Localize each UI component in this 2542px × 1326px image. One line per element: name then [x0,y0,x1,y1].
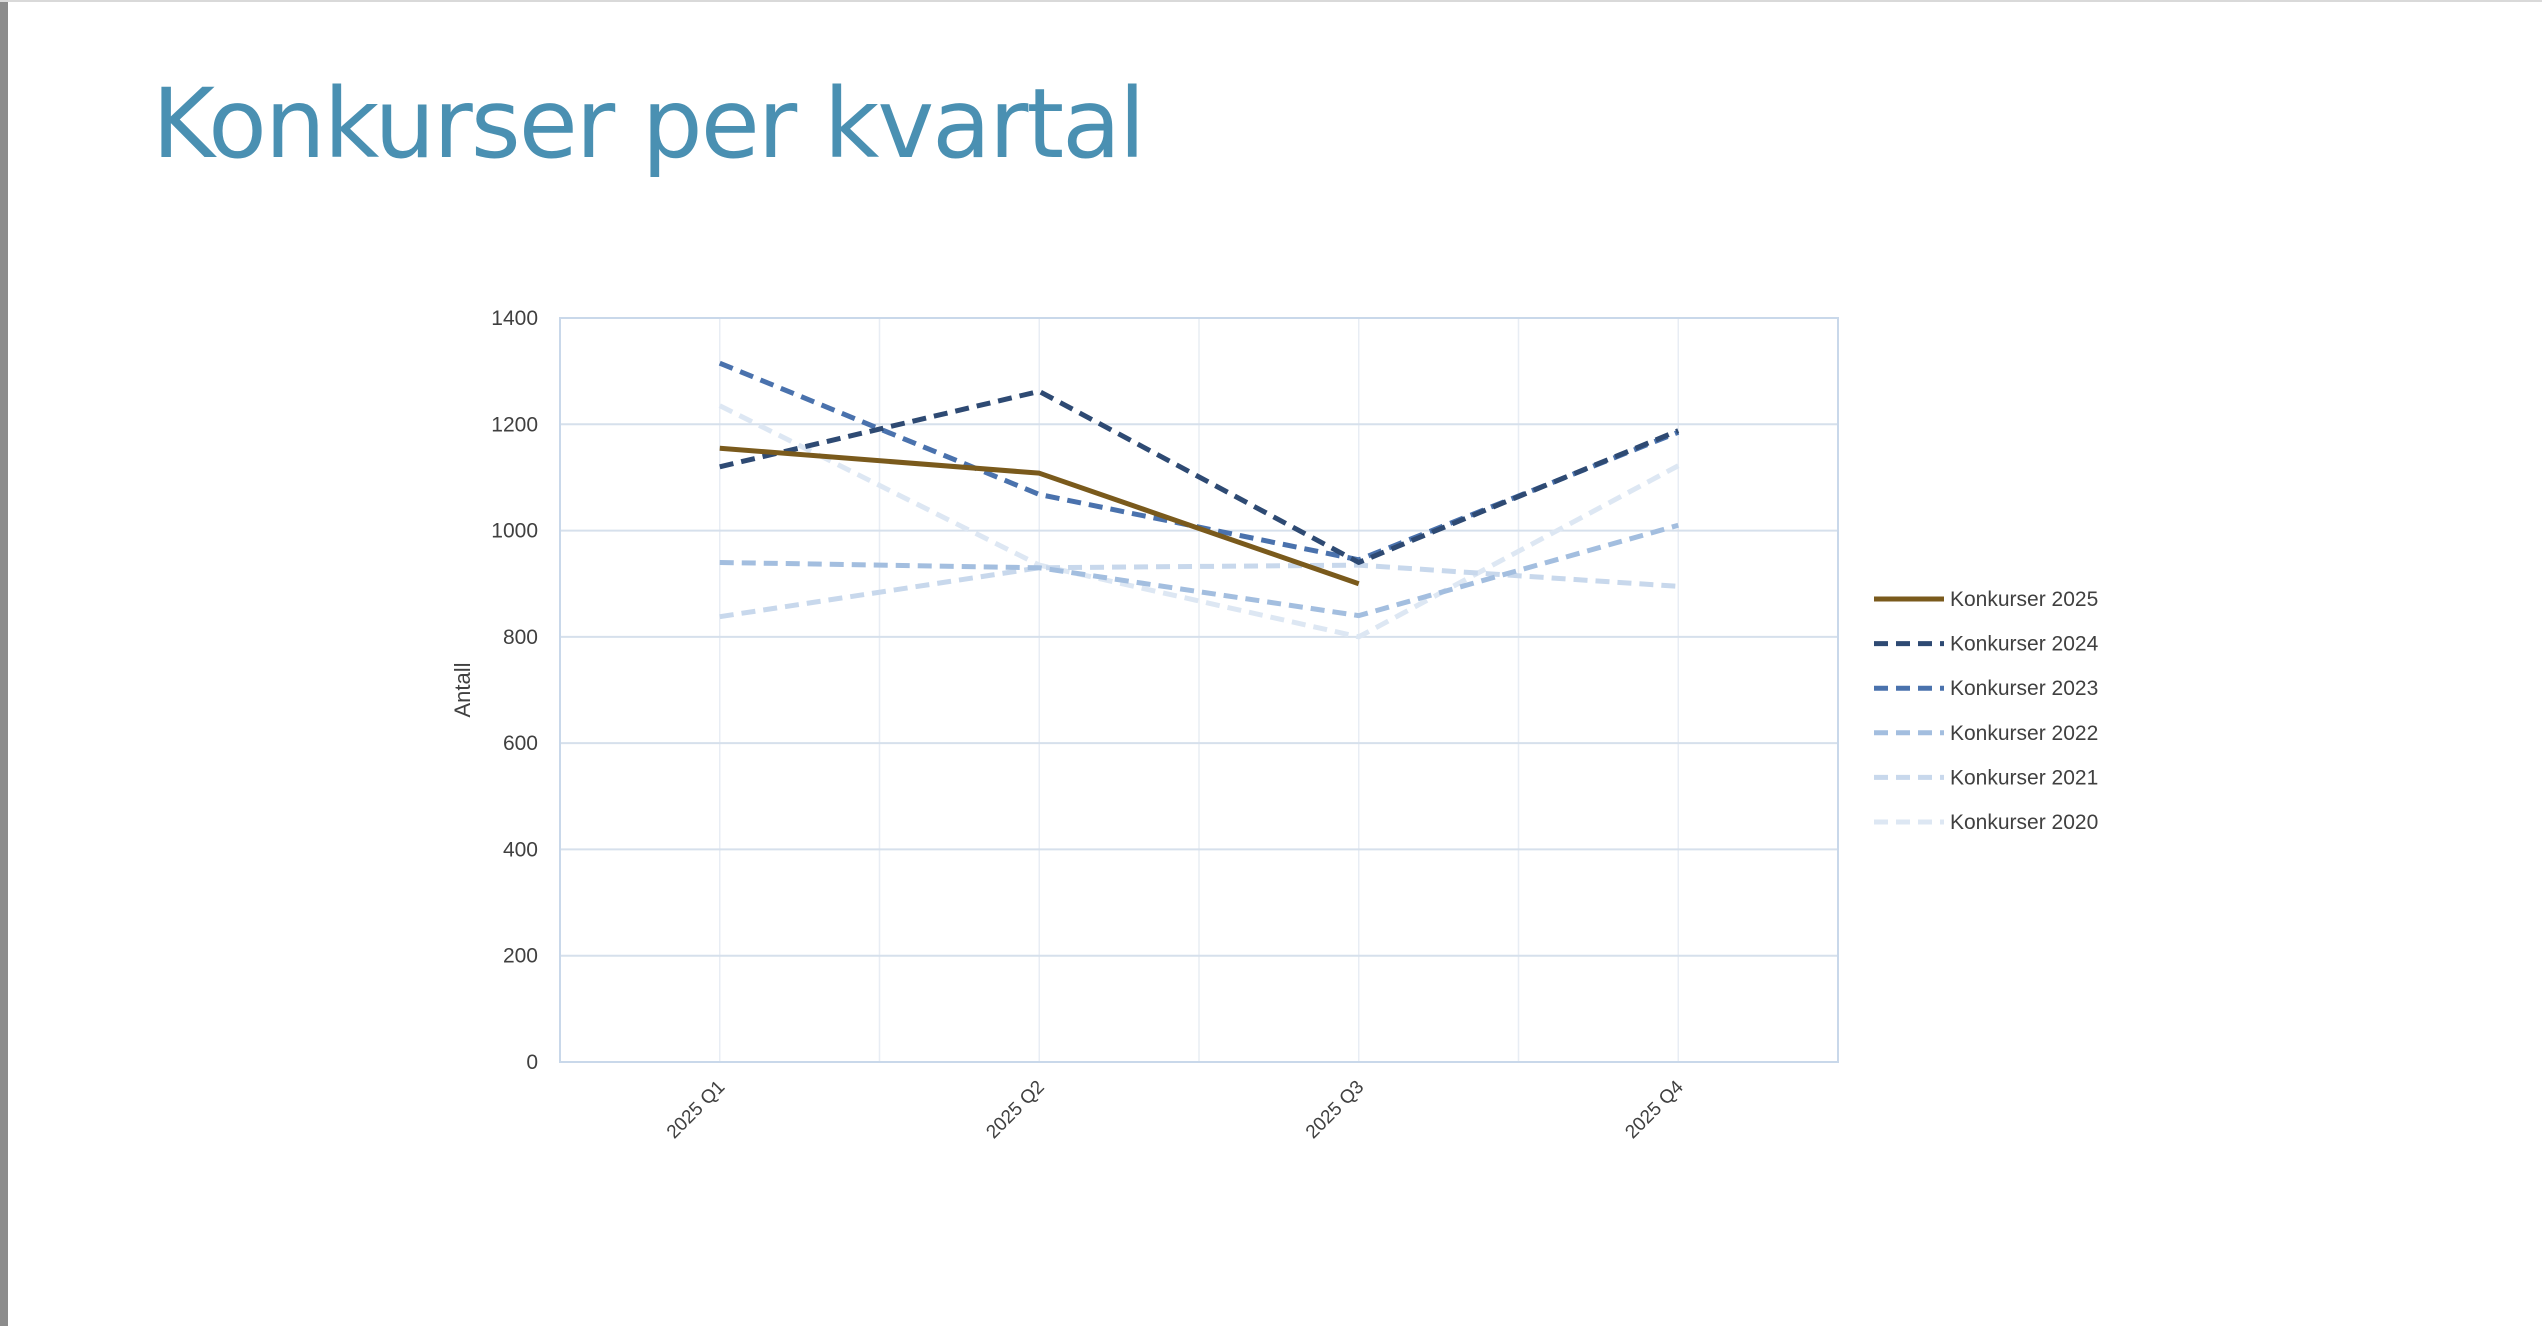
x-tick-label: 2025 Q4 [1621,1076,1688,1143]
y-tick-label: 1200 [491,413,538,436]
grid-layer [559,317,1839,1063]
y-tick-label: 400 [503,838,538,861]
legend-label: Konkurser 2022 [1950,722,2098,745]
y-tick-label: 0 [526,1051,538,1074]
plot-border [559,317,1839,1063]
legend-label: Konkurser 2021 [1950,766,2098,789]
y-tick-label: 1000 [491,520,538,543]
x-tick-label: 2025 Q1 [663,1077,729,1143]
x-tick-label: 2025 Q3 [1302,1077,1368,1143]
y-tick-label: 200 [503,945,538,968]
slide-top-border [0,0,2542,2]
legend-label: Konkurser 2020 [1950,811,2098,834]
y-tick-label: 1400 [491,307,538,330]
slide-title: Konkurser per kvartal [152,68,1146,180]
legend: Konkurser 2025 Konkurser 2024 Konkurser 20… [1874,588,2099,834]
y-tick-label: 800 [503,626,538,649]
legend-label: Konkurser 2024 [1950,633,2099,656]
series-line [718,403,1680,640]
window-edge [0,0,8,1326]
series-line [719,445,1360,587]
x-tick-label: 2025 Q2 [982,1077,1048,1143]
series-line [719,522,1679,619]
y-axis-title: Antall [450,662,475,717]
series-line [719,388,1680,565]
series-line [719,562,1679,620]
y-tick-label: 600 [503,732,538,755]
legend-label: Konkurser 2023 [1950,677,2098,700]
legend-label: Konkurser 2025 [1950,588,2098,611]
series-layer [718,360,1680,640]
